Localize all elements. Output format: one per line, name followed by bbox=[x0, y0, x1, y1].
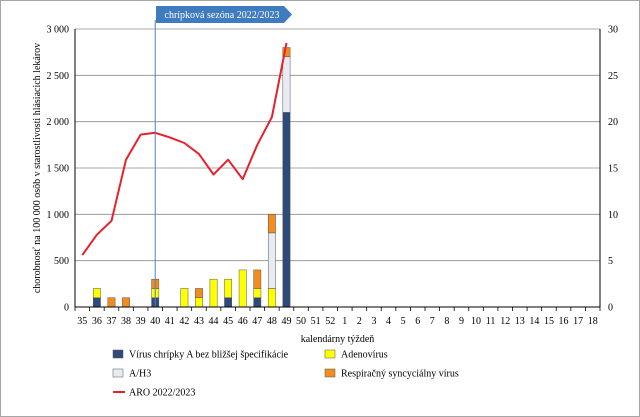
x-tick-label: 45 bbox=[223, 316, 233, 327]
bar-segment bbox=[238, 269, 247, 308]
y-tick-label: 2 000 bbox=[47, 117, 70, 128]
x-tick-label: 40 bbox=[150, 316, 160, 327]
x-tick-label: 52 bbox=[325, 316, 335, 327]
y-tick-label: 0 bbox=[64, 303, 69, 314]
legend-swatch bbox=[112, 349, 124, 359]
bar-segment bbox=[267, 288, 276, 308]
x-axis-title: kalendárny týždeň bbox=[301, 334, 375, 345]
x-tick-label: 17 bbox=[573, 316, 583, 327]
bar-segment bbox=[195, 288, 203, 298]
x-tick-label: 41 bbox=[165, 316, 175, 327]
x-tick-label: 7 bbox=[430, 316, 435, 327]
bar-segment bbox=[253, 269, 262, 289]
x-tick-label: 38 bbox=[121, 316, 131, 327]
x-tick-label: 39 bbox=[136, 316, 146, 327]
x-tick-label: 11 bbox=[486, 316, 496, 327]
x-tick-label: 51 bbox=[311, 316, 321, 327]
x-tick-label: 14 bbox=[529, 316, 539, 327]
aro-line bbox=[81, 42, 288, 256]
aro-line-path bbox=[81, 42, 288, 256]
x-tick-label: 50 bbox=[296, 316, 306, 327]
legend-swatch bbox=[324, 349, 336, 359]
bar-segment bbox=[253, 297, 262, 308]
bar-segment bbox=[92, 297, 101, 308]
y2-tick-label: 30 bbox=[608, 25, 618, 36]
y2-tick-label: 15 bbox=[608, 164, 618, 175]
x-tick-label: 43 bbox=[194, 316, 204, 327]
y2-tick-label: 20 bbox=[608, 117, 618, 128]
legend-swatch bbox=[324, 368, 336, 378]
x-tick-label: 13 bbox=[515, 316, 525, 327]
x-tick-label: 3 bbox=[371, 316, 376, 327]
y-tick-label: 3 000 bbox=[47, 25, 70, 36]
y2-tick-label: 0 bbox=[608, 303, 613, 314]
legend: Vírus chrípky A bez bližšej špecifikácie… bbox=[112, 349, 459, 399]
y2-tick-label: 25 bbox=[608, 71, 618, 82]
bars bbox=[92, 47, 291, 308]
bar-segment bbox=[209, 278, 218, 308]
x-tick-label: 4 bbox=[386, 316, 391, 327]
x-tick-label: 5 bbox=[401, 316, 406, 327]
x-tick-label: 10 bbox=[471, 316, 481, 327]
axes bbox=[74, 20, 601, 311]
bar-segment bbox=[122, 297, 130, 308]
bar-segment bbox=[107, 297, 116, 308]
bar-segment bbox=[267, 232, 276, 289]
banner-text: chrípková sezóna 2022/2023 bbox=[165, 10, 280, 21]
bar-segment bbox=[282, 112, 291, 308]
legend-label: ARO 2022/2023 bbox=[129, 388, 195, 399]
y-tick-label: 1 500 bbox=[47, 164, 70, 175]
x-tick-label: 9 bbox=[459, 316, 464, 327]
x-tick-label: 44 bbox=[209, 316, 219, 327]
x-tick-label: 35 bbox=[77, 316, 87, 327]
x-tick-label: 2 bbox=[357, 316, 362, 327]
x-tick-label: 37 bbox=[106, 316, 116, 327]
legend-label: Vírus chrípky A bez bližšej špecifikácie bbox=[129, 350, 289, 361]
x-tick-label: 18 bbox=[588, 316, 598, 327]
x-tick-label: 47 bbox=[252, 316, 262, 327]
x-tick-label: 48 bbox=[267, 316, 277, 327]
legend-label: Respiračný syncyciálny vírus bbox=[341, 369, 459, 380]
y-tick-label: 1 000 bbox=[47, 210, 70, 221]
x-tick-label: 6 bbox=[415, 316, 420, 327]
y2-tick-label: 5 bbox=[608, 256, 613, 267]
y-axis-title: chorobnosť na 100 000 osôb v starostlivo… bbox=[32, 43, 43, 293]
x-tick-label: 15 bbox=[544, 316, 554, 327]
y-tick-label: 2 500 bbox=[47, 71, 70, 82]
banner-shape bbox=[156, 6, 292, 23]
x-tick-label: 8 bbox=[444, 316, 449, 327]
bar-segment bbox=[253, 288, 262, 298]
x-tick-label: 36 bbox=[92, 316, 102, 327]
bar-segment bbox=[92, 288, 101, 298]
x-tick-label: 1 bbox=[342, 316, 347, 327]
legend-swatch bbox=[112, 368, 124, 378]
season-banner: chrípková sezóna 2022/2023 bbox=[156, 6, 292, 23]
bar-segment bbox=[267, 214, 276, 234]
legend-label: A/H3 bbox=[129, 369, 151, 380]
bar-segment bbox=[224, 297, 233, 308]
y2-tick-label: 10 bbox=[608, 210, 618, 221]
legend-label: Adenovírus bbox=[341, 350, 388, 361]
x-tick-label: 12 bbox=[500, 316, 510, 327]
x-tick-label: 42 bbox=[179, 316, 189, 327]
y-tick-label: 500 bbox=[54, 256, 69, 267]
x-tick-label: 16 bbox=[559, 316, 569, 327]
bar-segment bbox=[195, 297, 203, 308]
x-tick-label: 49 bbox=[281, 316, 291, 327]
bar-segment bbox=[180, 288, 189, 308]
bar-segment bbox=[224, 278, 233, 298]
x-tick-label: 46 bbox=[238, 316, 248, 327]
bar-segment bbox=[282, 56, 291, 113]
gridlines bbox=[75, 28, 600, 262]
